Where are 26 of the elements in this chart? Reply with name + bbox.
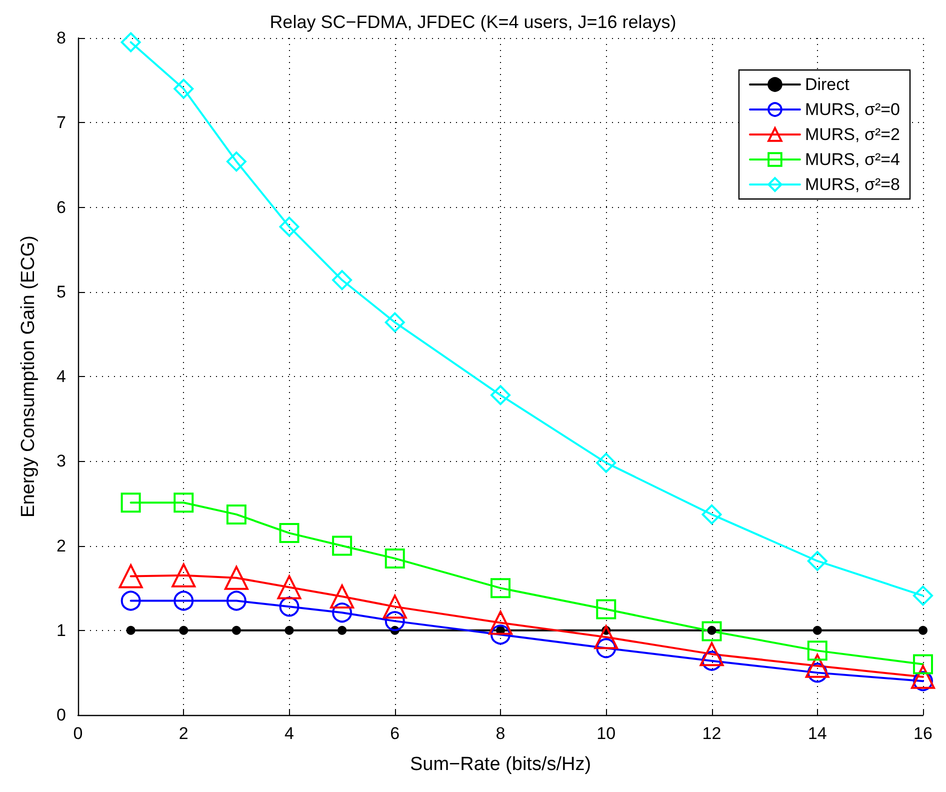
y-tick-label: 0 [56,706,66,724]
x-tick-label: 6 [390,724,400,743]
x-tick-label: 10 [596,724,616,743]
legend-label: MURS, σ²=0 [804,100,900,119]
y-tick-label: 5 [56,282,66,302]
x-tick-label: 4 [284,724,294,743]
legend-label: MURS, σ²=8 [804,175,900,194]
x-tick-label: 0 [73,724,83,743]
chart-title: Relay SC−FDMA, JFDEC (K=4 users, J=16 relays) [270,12,676,32]
x-tick-label: 12 [702,724,722,743]
y-tick-label: 3 [56,452,66,471]
x-axis-title: Sum−Rate (bits/s/Hz) [410,754,592,775]
y-tick-label: 1 [56,620,66,640]
y-axis-title: Energy Consumption Gain (ECG) [18,236,39,518]
y-tick-label: 8 [56,28,66,48]
x-tick-label: 16 [914,724,932,743]
y-tick-label: 4 [56,367,66,386]
legend-label: MURS, σ²=4 [804,150,900,169]
legend-label: Direct [804,75,850,94]
x-tick-label: 14 [808,724,827,743]
y-tick-label: 7 [56,113,66,132]
x-tick-label: 2 [178,724,188,743]
x-tick-label: 8 [496,724,506,743]
y-tick-label: 2 [56,536,66,556]
y-tick-label: 6 [56,198,66,217]
legend-label: MURS, σ²=2 [804,125,900,144]
